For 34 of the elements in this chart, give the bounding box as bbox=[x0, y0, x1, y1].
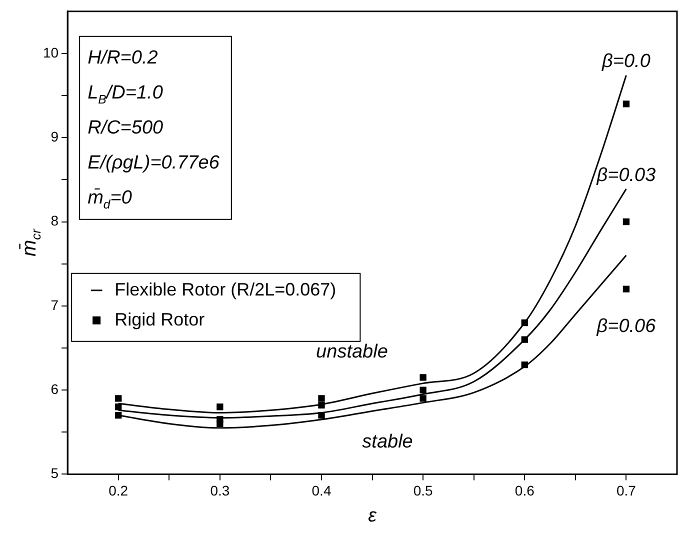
x-tick-label: 0.6 bbox=[514, 482, 535, 498]
annotation: β=0.0 bbox=[601, 51, 651, 72]
y-tick-label: 7 bbox=[50, 296, 59, 313]
annotation: β=0.06 bbox=[596, 316, 656, 338]
point bbox=[420, 374, 426, 381]
point bbox=[115, 395, 122, 402]
annotation: E/(ρgL)=0.77e6 bbox=[88, 152, 220, 174]
y-tick-label: 6 bbox=[50, 380, 59, 397]
y-axis-title: m̄cr bbox=[18, 228, 44, 257]
annotation: R/C=500 bbox=[88, 118, 164, 139]
annotation: β=0.03 bbox=[596, 164, 656, 186]
x-axis-title: ε bbox=[368, 505, 378, 526]
x-tick-label: 0.4 bbox=[312, 482, 332, 498]
y-tick-label: 5 bbox=[50, 465, 59, 482]
annotation: H/R=0.2 bbox=[88, 48, 158, 69]
point bbox=[622, 100, 630, 108]
point bbox=[622, 286, 630, 292]
x-tick-label: 0.2 bbox=[108, 482, 128, 498]
x-tick-label: 0.3 bbox=[210, 482, 230, 498]
x-tick-label: 0.7 bbox=[616, 482, 636, 498]
x-tick-label: 0.5 bbox=[413, 482, 434, 498]
point bbox=[622, 218, 630, 226]
point bbox=[420, 386, 426, 394]
y-tick-label: 8 bbox=[50, 212, 59, 229]
point bbox=[216, 420, 224, 428]
annotation: unstable bbox=[316, 341, 388, 362]
legend-label: Flexible Rotor (R/2L=0.067) bbox=[114, 279, 336, 300]
annotation: stable bbox=[362, 432, 413, 453]
y-tick-label: 10 bbox=[42, 44, 59, 60]
point bbox=[420, 395, 426, 402]
point bbox=[216, 404, 224, 410]
legend-label: Rigid Rotor bbox=[114, 309, 205, 330]
y-tick-label: 9 bbox=[50, 128, 59, 144]
point bbox=[318, 395, 325, 402]
